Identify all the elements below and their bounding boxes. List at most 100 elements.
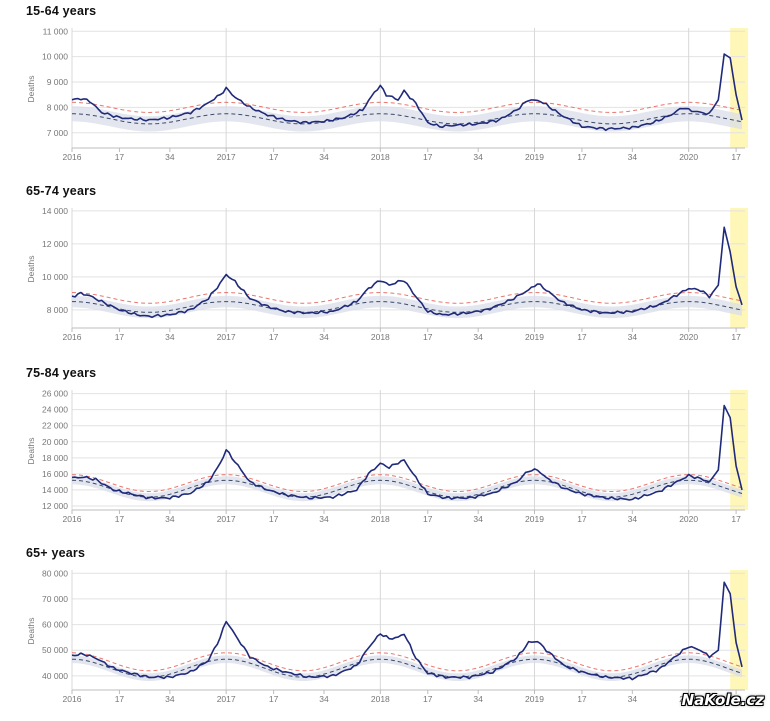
x-tick-label: 2018	[371, 694, 390, 704]
x-tick-label: 2020	[679, 514, 698, 524]
confidence-band	[72, 295, 742, 319]
x-tick-label: 34	[473, 332, 483, 342]
y-tick-label: 14 000	[42, 206, 68, 216]
threshold-line	[72, 474, 743, 492]
chart-panel: 15-64 years 7 000 8 000 9 000 10 000 11 000 20…	[0, 4, 770, 179]
y-tick-label: 60 000	[42, 620, 68, 630]
y-tick-label: 18 000	[42, 453, 68, 463]
threshold-line	[71, 652, 743, 672]
x-tick-label: 2016	[63, 694, 82, 704]
x-tick-label: 2019	[525, 694, 544, 704]
chart-title: 15-64 years	[26, 4, 97, 18]
x-tick-label: 17	[577, 694, 587, 704]
baseline-line	[71, 113, 743, 125]
x-tick-label: 17	[731, 694, 741, 704]
x-tick-label: 17	[269, 514, 279, 524]
x-tick-label: 34	[319, 514, 329, 524]
x-tick-label: 17	[423, 332, 433, 342]
highlight-band	[730, 28, 749, 148]
highlight-band	[730, 390, 749, 510]
y-tick-label: 10 000	[42, 52, 68, 62]
x-tick-label: 2017	[217, 152, 236, 162]
chart-svg: 7 000 8 000 9 000 10 000 11 000 2016 17 34 2017 1…	[26, 26, 749, 162]
highlight-band	[730, 570, 749, 690]
x-tick-label: 17	[115, 152, 125, 162]
chart-title: 75-84 years	[26, 366, 97, 380]
y-tick-label: 50 000	[42, 645, 68, 655]
chart-svg: 12 000 14 000 16 000 18 000 20 000 22 000 24 0…	[26, 389, 749, 524]
chart-panel: 65+ years 40 000 50 000 60 000 70 000 80 000 2…	[0, 546, 770, 721]
baseline-line	[71, 479, 743, 498]
x-tick-label: 34	[319, 694, 329, 704]
x-tick-label: 17	[731, 152, 741, 162]
y-tick-label: 10 000	[42, 272, 68, 282]
y-tick-label: 22 000	[42, 421, 68, 431]
x-tick-label: 17	[731, 332, 741, 342]
observed-deaths-line	[71, 404, 743, 501]
observed-deaths-line	[71, 226, 743, 319]
y-tick-label: 12 000	[42, 239, 68, 249]
x-tick-label: 2016	[63, 332, 82, 342]
y-tick-label: 12 000	[42, 501, 68, 511]
observed-deaths-line	[71, 581, 743, 681]
x-tick-label: 17	[269, 694, 279, 704]
x-tick-label: 17	[577, 332, 587, 342]
x-tick-label: 17	[423, 152, 433, 162]
x-tick-label: 17	[115, 694, 125, 704]
chart-title: 65-74 years	[26, 184, 97, 198]
x-tick-label: 2020	[679, 694, 698, 704]
y-tick-label: 14 000	[42, 485, 68, 495]
x-tick-label: 2019	[525, 332, 544, 342]
chart-panel: 75-84 years 12 000 14 000 16 000 18 000 20 00…	[0, 366, 770, 541]
x-tick-label: 2017	[217, 514, 236, 524]
x-tick-label: 34	[165, 694, 175, 704]
y-tick-label: 40 000	[42, 671, 68, 681]
x-tick-label: 34	[319, 152, 329, 162]
x-tick-label: 2019	[525, 152, 544, 162]
x-tick-label: 2018	[371, 152, 390, 162]
x-tick-label: 2017	[217, 694, 236, 704]
x-tick-label: 34	[628, 514, 638, 524]
x-tick-label: 34	[473, 514, 483, 524]
watermark-logo: NaKole.cz	[681, 691, 764, 709]
observed-deaths-line	[71, 53, 743, 132]
chart-svg: 40 000 50 000 60 000 70 000 80 000 2016 17 34 20…	[26, 568, 749, 704]
chart-title: 65+ years	[26, 546, 86, 560]
x-tick-label: 34	[165, 332, 175, 342]
x-tick-label: 17	[115, 514, 125, 524]
threshold-line	[71, 101, 743, 114]
y-tick-label: 26 000	[42, 389, 68, 399]
x-tick-label: 17	[577, 152, 587, 162]
x-tick-label: 34	[628, 332, 638, 342]
x-tick-label: 2016	[63, 514, 82, 524]
x-tick-label: 17	[115, 332, 125, 342]
x-tick-label: 17	[423, 514, 433, 524]
x-tick-label: 2016	[63, 152, 82, 162]
y-tick-label: 8 000	[47, 305, 69, 315]
x-tick-label: 34	[165, 514, 175, 524]
y-tick-label: 8 000	[47, 102, 69, 112]
chart-svg: 8 000 10 000 12 000 14 000 2016 17 34 2017 17 34 2…	[26, 206, 749, 342]
y-axis-label: Deaths	[26, 618, 36, 645]
y-tick-label: 16 000	[42, 469, 68, 479]
baseline-line	[71, 658, 743, 678]
y-axis-label: Deaths	[26, 76, 36, 103]
y-axis-label: Deaths	[26, 438, 36, 465]
x-tick-label: 34	[628, 152, 638, 162]
y-tick-label: 80 000	[42, 568, 68, 578]
x-tick-label: 17	[269, 332, 279, 342]
threshold-line	[71, 291, 743, 304]
x-tick-label: 2020	[679, 152, 698, 162]
baseline-line	[72, 301, 743, 313]
x-tick-label: 17	[577, 514, 587, 524]
highlight-band	[730, 208, 749, 328]
confidence-band	[72, 476, 742, 502]
x-tick-label: 34	[165, 152, 175, 162]
x-tick-label: 17	[269, 152, 279, 162]
x-tick-label: 2018	[371, 332, 390, 342]
x-tick-label: 17	[423, 694, 433, 704]
x-tick-label: 2018	[371, 514, 390, 524]
y-tick-label: 70 000	[42, 594, 68, 604]
x-tick-label: 2019	[525, 514, 544, 524]
x-tick-label: 17	[731, 514, 741, 524]
